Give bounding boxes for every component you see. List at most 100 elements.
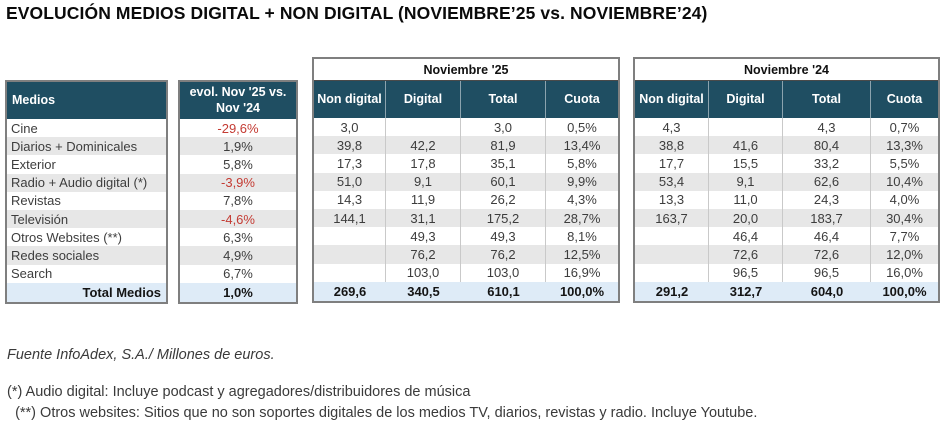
- table-row: 1,9%: [180, 137, 296, 156]
- data-cell: 28,7%: [563, 210, 601, 226]
- data-cell: 9,1: [386, 172, 461, 191]
- data-cell: 31,1: [386, 208, 461, 228]
- media-name-cell: Exterior: [11, 156, 56, 172]
- media-name-cell: Search: [11, 266, 53, 282]
- table-row: Televisión: [7, 209, 166, 229]
- column-header-non-digital: Non digital: [635, 81, 709, 118]
- data-cell: 10,4%: [886, 174, 923, 190]
- total-cell: 269,6: [333, 283, 367, 299]
- medios-rows: Cine Diarios + Dominicales Exterior Radio +…: [7, 119, 166, 283]
- table-row: 76,2 76,2 12,5%: [314, 245, 618, 264]
- data-cell: 13,3%: [886, 137, 923, 153]
- data-cell: 163,7: [635, 208, 709, 228]
- data-cell: 26,2: [461, 190, 546, 209]
- data-cell: 49,3: [386, 227, 461, 246]
- data-cell: 103,0: [461, 263, 546, 282]
- data-cell: 12,5%: [563, 246, 601, 262]
- table-row: 6,7%: [180, 264, 296, 283]
- total-cell: 312,7: [729, 283, 763, 299]
- data-cell: 8,1%: [567, 228, 597, 244]
- table-row: Search: [7, 264, 166, 283]
- table-row: 4,3 4,3 0,7%: [635, 118, 938, 137]
- data-cell: 80,4: [783, 136, 871, 155]
- data-cell: 4,0%: [889, 192, 920, 208]
- medios-header-cell: Medios: [7, 82, 166, 119]
- noviembre-25-table: Noviembre '25 Non digital Digital Total …: [312, 57, 620, 303]
- data-cell: 5,8%: [567, 155, 597, 171]
- data-cell: 3,0: [314, 118, 386, 137]
- data-cell: 96,5: [783, 263, 871, 282]
- total-cell: 340,5: [407, 283, 440, 299]
- column-header-non-digital: Non digital: [314, 81, 386, 118]
- data-cell: 4,3: [635, 118, 709, 137]
- table-row: 3,0 3,0 0,5%: [314, 118, 618, 137]
- nov24-rows: 4,3 4,3 0,7% 38,8 41,6 80,4 13,3% 17,7 15,5 33,2 5…: [635, 118, 938, 282]
- evolution-value-cell: 5,8%: [223, 156, 253, 172]
- table-row: Diarios + Dominicales: [7, 137, 166, 156]
- noviembre-25-total-row: 269,6 340,5 610,1 100,0%: [314, 281, 618, 301]
- table-row: 7,8%: [180, 191, 296, 210]
- noviembre-25-column-headers: Non digital Digital Total Cuota: [314, 81, 618, 118]
- data-cell: 9,1: [709, 172, 783, 191]
- data-cell: 76,2: [461, 245, 546, 264]
- table-row: 103,0 103,0 16,9%: [314, 263, 618, 282]
- table-row: 49,3 49,3 8,1%: [314, 227, 618, 246]
- evolution-value-cell: -4,6%: [221, 211, 255, 227]
- table-row: 39,8 42,2 81,9 13,4%: [314, 136, 618, 155]
- media-name-cell: Radio + Audio digital (*): [11, 175, 148, 191]
- table-row: 144,1 31,1 175,2 28,7%: [314, 208, 618, 228]
- data-cell: 13,3: [635, 190, 709, 209]
- media-name-cell: Revistas: [11, 193, 61, 209]
- data-cell: 103,0: [386, 263, 461, 282]
- data-cell: 41,6: [709, 136, 783, 155]
- evolution-total-value: 1,0%: [223, 284, 253, 300]
- noviembre-24-column-headers: Non digital Digital Total Cuota: [635, 81, 938, 118]
- data-cell: 20,0: [709, 208, 783, 228]
- data-cell: 76,2: [386, 245, 461, 264]
- table-row: 17,3 17,8 35,1 5,8%: [314, 154, 618, 173]
- data-cell: 12,0%: [886, 246, 923, 262]
- data-cell: 17,7: [635, 154, 709, 173]
- media-name-cell: Cine: [11, 120, 38, 136]
- medios-total-row: Total Medios: [7, 282, 166, 302]
- data-cell: 35,1: [461, 154, 546, 173]
- total-cell: 291,2: [655, 283, 689, 299]
- data-cell: [314, 245, 386, 264]
- evolution-value-cell: 6,3%: [223, 229, 253, 245]
- noviembre-24-total-row: 291,2 312,7 604,0 100,0%: [635, 281, 938, 301]
- noviembre-25-band: Noviembre '25: [314, 59, 618, 81]
- evolution-value-cell: 6,7%: [223, 266, 253, 282]
- table-row: -3,9%: [180, 173, 296, 192]
- media-name-cell: Otros Websites (**): [11, 229, 123, 245]
- data-cell: 49,3: [461, 227, 546, 246]
- data-cell: 7,7%: [889, 228, 920, 244]
- data-cell: 24,3: [783, 190, 871, 209]
- data-cell: 16,9%: [563, 265, 601, 281]
- data-cell: 175,2: [461, 208, 546, 228]
- table-row: 96,5 96,5 16,0%: [635, 263, 938, 282]
- total-cell: 100,0%: [882, 283, 927, 299]
- column-header-digital: Digital: [386, 81, 461, 118]
- data-cell: 72,6: [709, 245, 783, 264]
- total-cell: 610,1: [487, 283, 520, 299]
- media-name-cell: Televisión: [11, 211, 69, 227]
- data-cell: 53,4: [635, 172, 709, 191]
- table-row: 14,3 11,9 26,2 4,3%: [314, 190, 618, 209]
- source-note: Fuente InfoAdex, S.A./ Millones de euros…: [7, 347, 275, 363]
- total-cell: 100,0%: [559, 283, 605, 299]
- data-cell: 30,4%: [886, 210, 923, 226]
- table-row: 163,7 20,0 183,7 30,4%: [635, 208, 938, 228]
- data-cell: 11,0: [709, 190, 783, 209]
- table-row: 38,8 41,6 80,4 13,3%: [635, 136, 938, 155]
- table-row: Radio + Audio digital (*): [7, 173, 166, 192]
- data-cell: [635, 263, 709, 282]
- data-cell: 13,4%: [563, 137, 601, 153]
- data-cell: 5,5%: [889, 155, 920, 171]
- data-cell: 46,4: [709, 227, 783, 246]
- table-row: 5,8%: [180, 155, 296, 174]
- footnote-otros-websites: (**) Otros websites: Sitios que no son s…: [7, 405, 758, 421]
- column-header-total: Total: [461, 81, 546, 118]
- table-row: 53,4 9,1 62,6 10,4%: [635, 172, 938, 191]
- data-cell: [314, 227, 386, 246]
- table-row: 46,4 46,4 7,7%: [635, 227, 938, 246]
